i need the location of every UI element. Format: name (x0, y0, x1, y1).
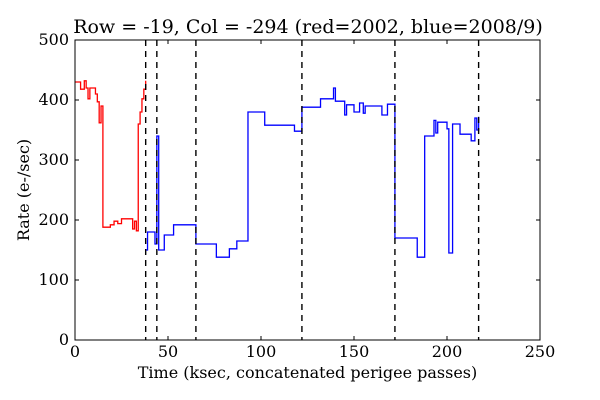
x-axis-title: Time (ksec, concatenated perigee passes) (138, 363, 478, 382)
y-tick-label: 0 (59, 330, 69, 349)
y-tick-label: 200 (38, 210, 69, 229)
y-tick-label: 400 (38, 90, 69, 109)
y-tick-label: 300 (38, 150, 69, 169)
x-tick-label: 100 (246, 342, 277, 361)
plot-frame (74, 39, 541, 341)
x-tick-label: 50 (158, 342, 178, 361)
y-tick-label: 500 (38, 30, 69, 49)
series-line-2 (145, 87, 480, 258)
x-tick-label: 200 (432, 342, 463, 361)
x-tick-label: 150 (339, 342, 370, 361)
series-line-1 (75, 80, 147, 232)
chart-title: Row = -19, Col = -294 (red=2002, blue=20… (73, 16, 543, 38)
x-tick-label: 250 (525, 342, 556, 361)
y-tick-label: 100 (38, 270, 69, 289)
plot-area (75, 40, 480, 340)
axis-ticks: 0 50 100 150 200 250 0 100 200 300 400 500 (38, 30, 555, 361)
y-axis-title: Rate (e-/sec) (14, 139, 33, 241)
x-tick-label: 0 (70, 342, 80, 361)
